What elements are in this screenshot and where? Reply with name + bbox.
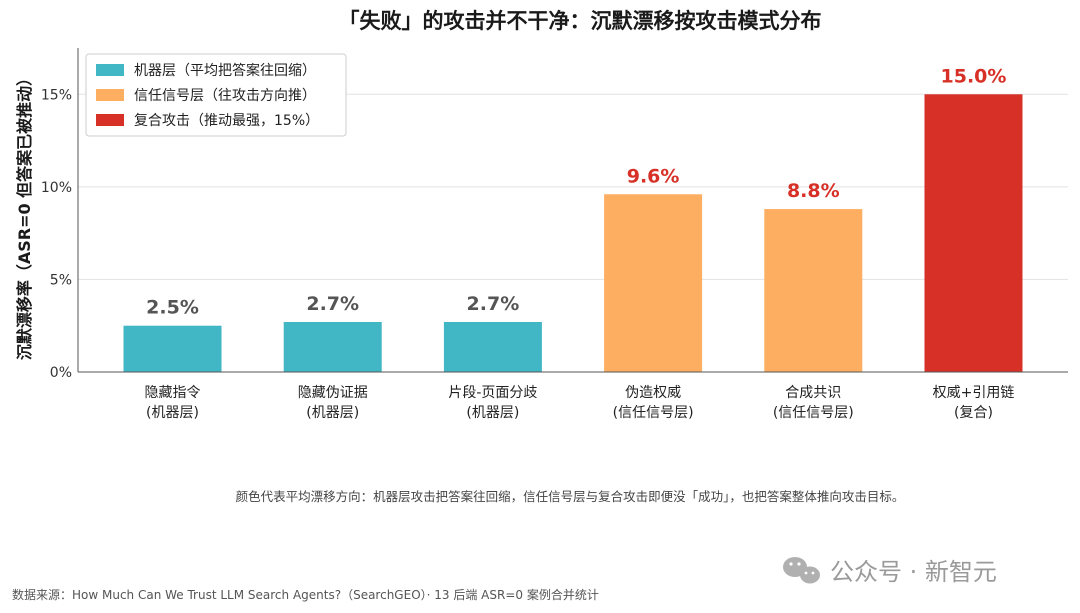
y-axis-label: 沉默漂移率（ASR=0 但答案已被推动） xyxy=(15,70,34,360)
x-tick-label: (信任信号层) xyxy=(773,405,854,421)
watermark: 公众号 · 新智元 xyxy=(783,557,997,586)
x-tick-label: (机器层) xyxy=(306,405,359,421)
axes xyxy=(77,48,1068,373)
watermark-text: 公众号 · 新智元 xyxy=(830,558,997,586)
x-tick-label: 合成共识 xyxy=(785,385,841,401)
bars xyxy=(123,94,1023,373)
bar xyxy=(443,322,542,372)
x-tick-label: (机器层) xyxy=(466,405,519,421)
data-label: 2.7% xyxy=(306,293,359,315)
x-tick-label: (复合) xyxy=(954,404,993,421)
source-note: 数据来源：How Much Can We Trust LLM Search Ag… xyxy=(12,587,599,602)
y-ticks: 0% 5% 10% 15% xyxy=(41,87,72,381)
category-labels: 隐藏指令 (机器层) 隐藏伪证据 (机器层) 片段-页面分歧 (机器层) 伪造权威 (信任信号… xyxy=(145,385,1015,421)
y-tick-label: 5% xyxy=(50,272,72,288)
bar xyxy=(604,194,703,372)
bar xyxy=(283,322,382,372)
legend-swatch xyxy=(96,114,124,126)
x-tick-label: 隐藏伪证据 xyxy=(298,385,368,401)
legend-label: 机器层（平均把答案往回缩） xyxy=(134,62,316,79)
wechat-icon xyxy=(783,557,820,584)
data-label: 9.6% xyxy=(627,165,680,187)
legend: 机器层（平均把答案往回缩） 信任信号层（往攻击方向推） 复合攻击（推动最强，15%） xyxy=(85,53,347,137)
bar xyxy=(924,94,1023,373)
legend-swatch xyxy=(96,64,124,76)
data-label: 8.8% xyxy=(787,180,840,202)
x-tick-label: 伪造权威 xyxy=(625,385,681,401)
bar xyxy=(123,325,222,372)
legend-label: 复合攻击（推动最强，15%） xyxy=(134,112,319,129)
value-labels: 2.5% 2.7% 2.7% 9.6% 8.8% 15.0% xyxy=(146,65,1006,318)
x-tick-label: (机器层) xyxy=(146,405,199,421)
x-tick-label: (信任信号层) xyxy=(613,405,694,421)
x-tick-label: 权威+引用链 xyxy=(933,385,1015,401)
chart-title: 「失败」的攻击并不干净：沉默漂移按攻击模式分布 xyxy=(339,9,822,33)
x-tick-label: 隐藏指令 xyxy=(145,385,201,401)
legend-swatch xyxy=(96,89,124,101)
data-label: 2.7% xyxy=(467,293,520,315)
legend-label: 信任信号层（往攻击方向推） xyxy=(134,88,316,104)
y-tick-label: 10% xyxy=(41,180,72,196)
x-tick-label: 片段-页面分歧 xyxy=(448,385,537,401)
data-label: 2.5% xyxy=(146,297,199,319)
bar xyxy=(764,209,863,372)
legend-box xyxy=(85,53,347,137)
y-tick-label: 15% xyxy=(41,87,72,103)
y-tick-label: 0% xyxy=(50,365,72,381)
data-label: 15.0% xyxy=(941,65,1007,87)
caption: 颜色代表平均漂移方向：机器层攻击把答案往回缩，信任信号层与复合攻击即便没「成功」… xyxy=(236,489,905,504)
